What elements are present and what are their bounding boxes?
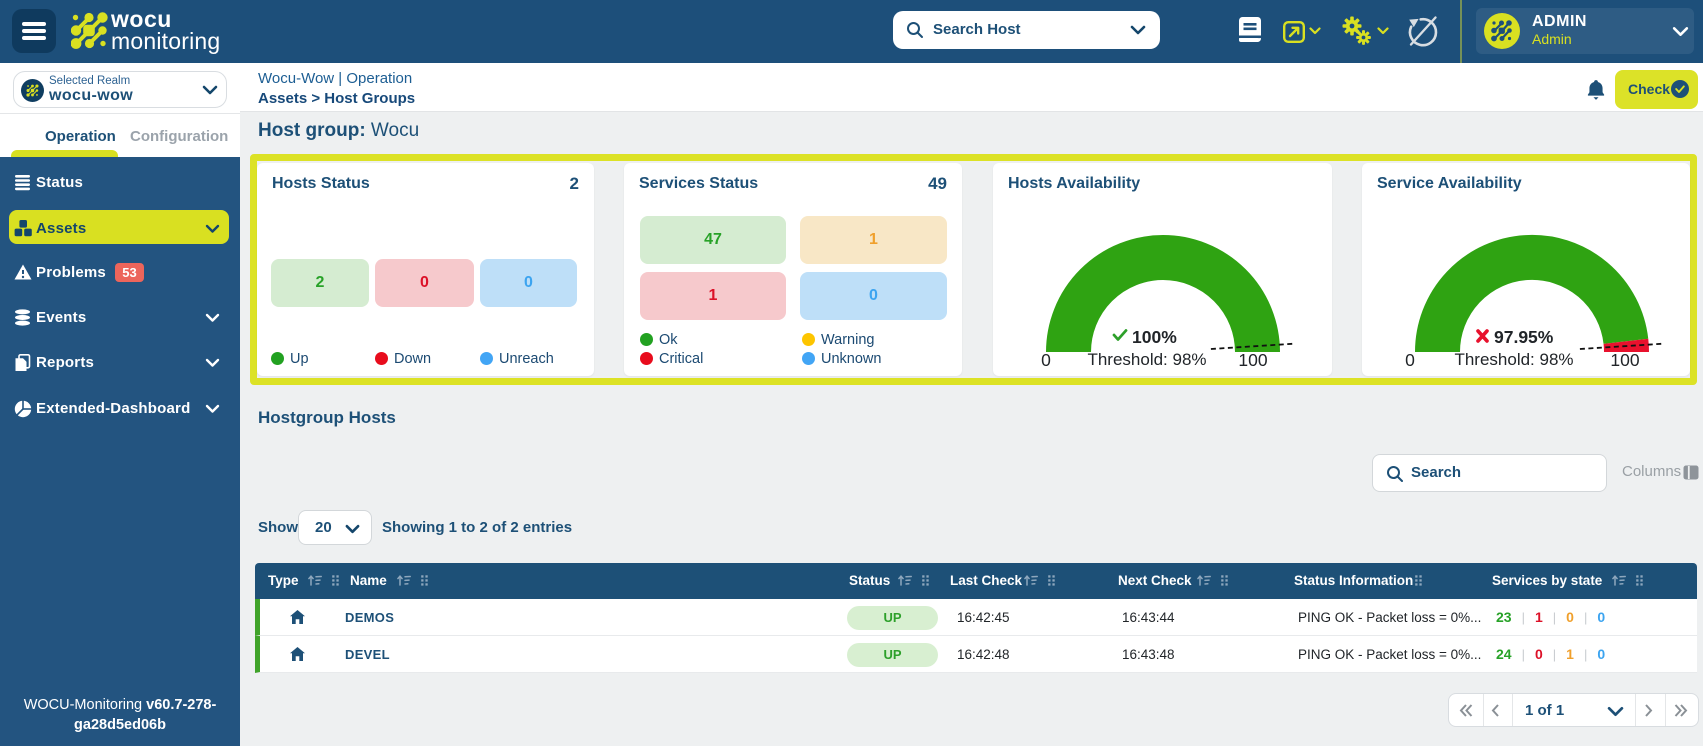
svg-text:Threshold: 98%: Threshold: 98% [1454,350,1573,369]
svg-text:100: 100 [1238,350,1267,370]
svg-text:0: 0 [1041,350,1051,370]
svg-text:Threshold: 98%: Threshold: 98% [1087,350,1206,369]
svg-text:97.95%: 97.95% [1494,327,1554,347]
svg-text:100%: 100% [1132,327,1177,347]
svg-text:100: 100 [1610,350,1639,370]
svg-text:0: 0 [1405,350,1415,370]
